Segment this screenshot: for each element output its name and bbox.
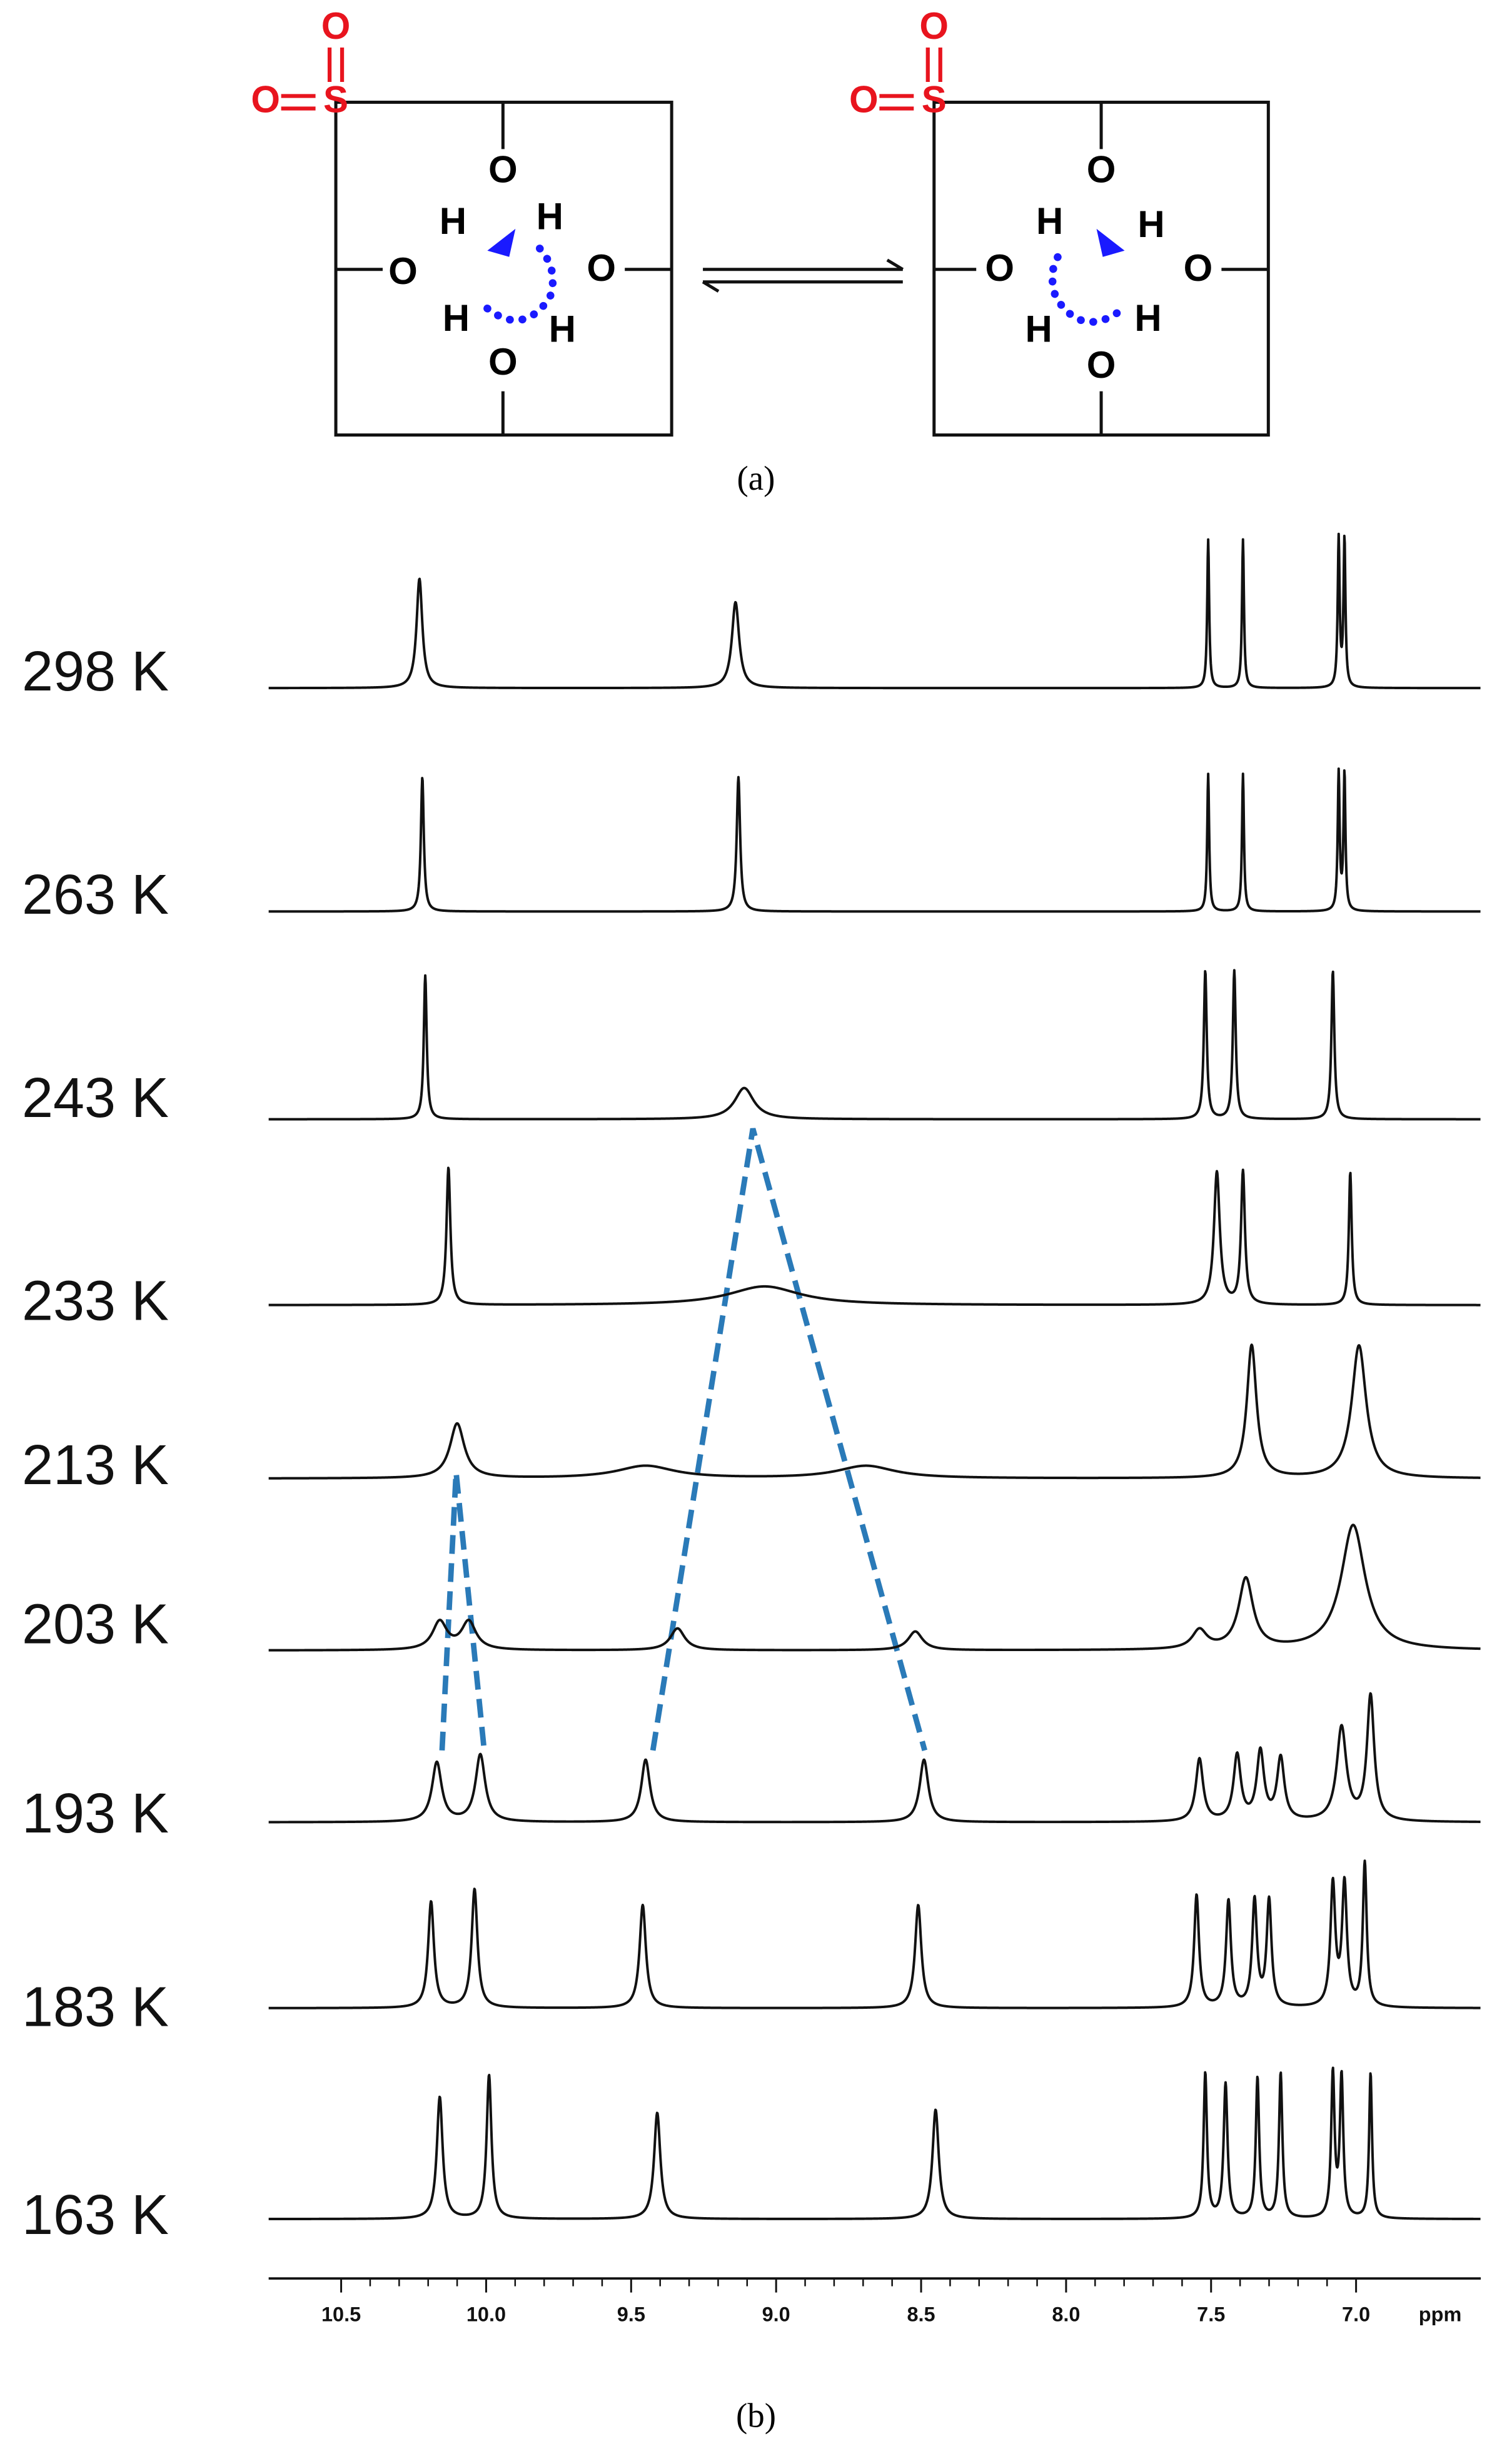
panel-label: (b) — [736, 2397, 776, 2435]
atom-label: H — [537, 196, 563, 238]
atom-label: O — [321, 5, 351, 47]
atom-label: H — [1025, 308, 1052, 350]
x-tick-label: 10.5 — [321, 2303, 361, 2326]
spectrum-label: 263 K — [22, 864, 169, 926]
x-tick-label: 8.0 — [1052, 2303, 1080, 2326]
x-tick-label: 10.0 — [466, 2303, 506, 2326]
axis-unit: ppm — [1419, 2303, 1462, 2326]
atom-label: H — [440, 200, 466, 242]
spectrum-trace — [268, 532, 1481, 690]
spectrum-trace — [268, 767, 1481, 913]
spectrum-label: 298 K — [22, 640, 169, 703]
atom-label: O — [1184, 247, 1213, 289]
spectrum-trace — [268, 1859, 1481, 2009]
atom-label: H — [443, 297, 470, 339]
spectrum-label: 243 K — [22, 1067, 169, 1129]
annotation-lines — [439, 1128, 927, 1751]
atom-label: H — [1134, 297, 1161, 339]
atom-label: H — [1137, 203, 1164, 245]
spectrum-trace — [268, 2066, 1481, 2221]
panel-label: (a) — [737, 459, 775, 497]
atom-label: S — [922, 78, 947, 120]
hbond-arrows — [487, 228, 1125, 257]
atom-label: H — [549, 308, 576, 350]
atom-label: O — [1087, 344, 1116, 386]
atom-label: O — [388, 250, 418, 292]
atom-label: S — [323, 78, 348, 120]
scheme-frames — [334, 100, 1270, 437]
spectrum-trace — [268, 1524, 1481, 1652]
spectrum-label: 233 K — [22, 1270, 169, 1333]
spectrum-trace — [268, 1692, 1481, 1824]
atom-label: O — [488, 341, 518, 383]
atom-label: H — [1036, 200, 1063, 242]
atom-label: O — [251, 78, 280, 120]
spectrum-label: 213 K — [22, 1434, 169, 1497]
x-tick-label: 8.5 — [907, 2303, 935, 2326]
atom-label: O — [488, 149, 518, 191]
spectrum-label: 203 K — [22, 1594, 169, 1656]
x-tick-label: 9.5 — [617, 2303, 645, 2326]
x-tick-label: 7.0 — [1342, 2303, 1370, 2326]
spectrum-label: 183 K — [22, 1976, 169, 2039]
x-tick-label: 7.5 — [1197, 2303, 1225, 2326]
spectrum-label: 163 K — [22, 2184, 169, 2246]
atom-label: O — [1087, 149, 1116, 191]
spectrum-trace — [268, 969, 1481, 1121]
hbond-dots — [483, 243, 1121, 326]
atom-label: O — [849, 78, 879, 120]
spectrum-label: 193 K — [22, 1782, 169, 1845]
atom-label: O — [919, 5, 949, 47]
spectrum-trace — [268, 1343, 1481, 1480]
x-tick-label: 9.0 — [762, 2303, 790, 2326]
atom-label: O — [587, 247, 616, 289]
sulfonyl-bonds — [281, 48, 942, 111]
spectrum-trace — [268, 1166, 1481, 1306]
atom-label: O — [985, 247, 1014, 289]
